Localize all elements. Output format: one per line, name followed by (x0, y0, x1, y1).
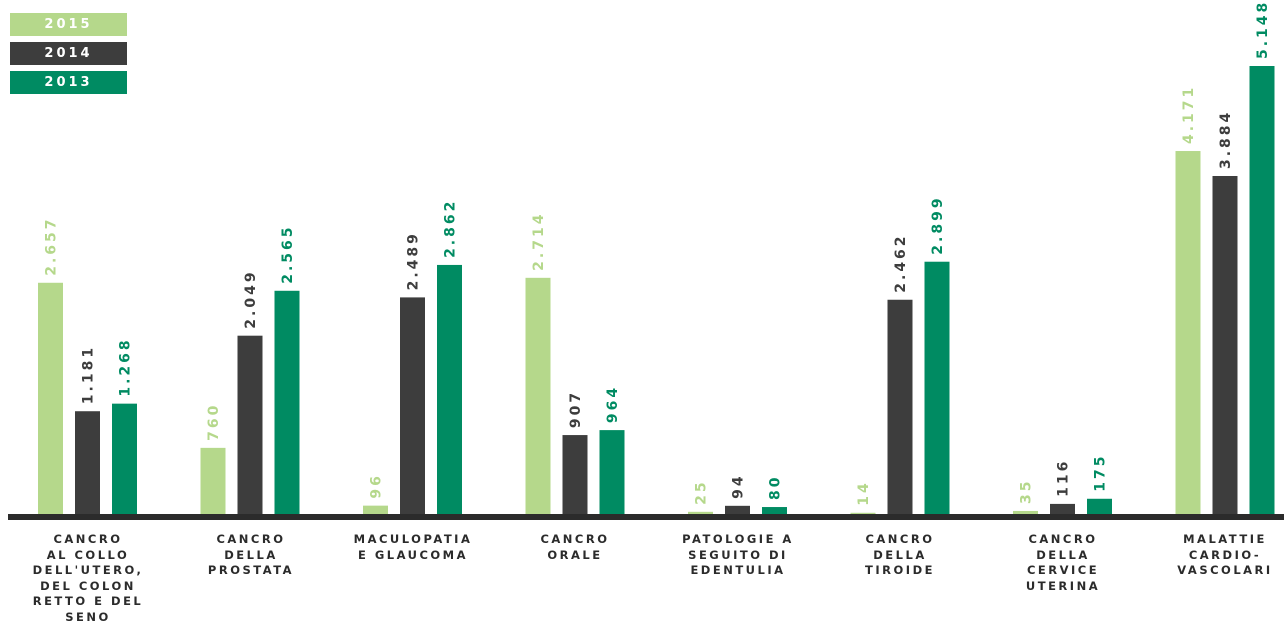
data-label: 1.268 (118, 337, 134, 396)
data-label: 2.049 (243, 269, 259, 328)
bar-2015 (688, 511, 713, 514)
data-label: 2.899 (930, 195, 946, 254)
data-label: 907 (568, 390, 584, 428)
bar-2013 (1087, 498, 1112, 514)
data-label: 2.657 (44, 216, 60, 275)
bar-2013 (924, 261, 950, 514)
category-label: PATOLOGIE A SEGUITO DI EDENTULIA (682, 532, 794, 577)
data-label: 80 (768, 475, 784, 500)
category-label: CANCRO AL COLLO DELL'UTERO, DEL COLON RE… (32, 532, 144, 624)
category-label: CANCRO DELLA CERVICE UTERINA (1025, 532, 1101, 593)
legend-item-2014: 2014 (10, 42, 127, 65)
bar-2013 (437, 264, 462, 514)
category-label: CANCRO ORALE (540, 532, 610, 562)
data-label: 175 (1093, 454, 1109, 492)
category-label: MALATTIE CARDIO- VASCOLARI (1177, 532, 1273, 577)
bar-2014 (237, 335, 263, 514)
bar-2015 (1175, 151, 1201, 515)
bar-2015 (525, 277, 551, 514)
bar-2013 (599, 430, 625, 514)
data-label: 2.462 (893, 233, 909, 292)
category-label: MACULOPATIA E GLAUCOMA (353, 532, 473, 562)
data-label: 2.565 (280, 224, 296, 283)
bar-2015 (1013, 510, 1038, 514)
data-label: 35 (1019, 478, 1035, 503)
category-label: CANCRO DELLA TIROIDE (865, 532, 935, 577)
bar-2013 (112, 403, 137, 514)
legend-item-2015: 2015 (10, 13, 127, 36)
data-label: 25 (694, 479, 710, 504)
bar-2014 (887, 299, 913, 514)
bar-2014 (1050, 503, 1075, 514)
data-label: 964 (605, 385, 621, 423)
data-label: 1.181 (81, 345, 97, 404)
bar-2015 (363, 505, 388, 514)
data-label: 2.489 (406, 231, 422, 290)
bar-2014 (1212, 175, 1238, 514)
x-axis-baseline (8, 514, 1284, 520)
bar-2014 (400, 297, 425, 514)
data-label: 116 (1056, 459, 1072, 497)
data-label: 94 (731, 473, 747, 498)
data-label: 760 (206, 403, 222, 441)
data-label: 4.171 (1181, 85, 1197, 144)
data-label: 2.862 (443, 199, 459, 258)
data-label: 5.148 (1255, 0, 1271, 59)
bar-2015 (200, 447, 226, 514)
bar-2013 (762, 507, 787, 514)
data-label: 2.714 (531, 212, 547, 271)
bar-2014 (75, 411, 100, 514)
bar-2014 (725, 505, 750, 514)
data-label: 3.884 (1218, 110, 1234, 169)
legend-item-2013: 2013 (10, 71, 127, 94)
category-label: CANCRO DELLA PROSTATA (207, 532, 295, 577)
data-label: 14 (856, 480, 872, 505)
bar-2013 (274, 290, 300, 514)
bar-2014 (562, 435, 588, 514)
bar-2015 (38, 282, 63, 514)
bar-2013 (1249, 66, 1275, 514)
bar-2015 (850, 512, 876, 514)
data-label: 96 (369, 473, 385, 498)
